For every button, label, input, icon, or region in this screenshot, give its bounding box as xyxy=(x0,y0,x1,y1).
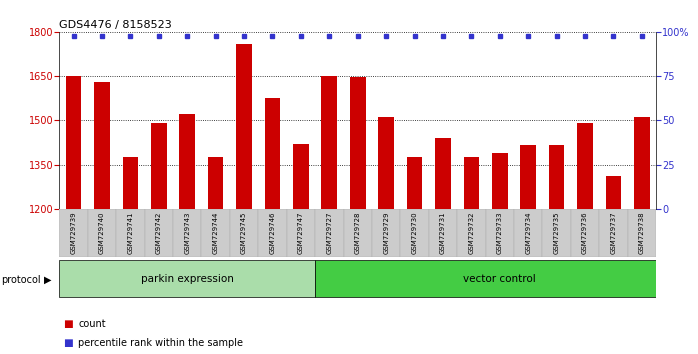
Bar xyxy=(492,153,507,209)
Bar xyxy=(258,209,287,257)
Bar xyxy=(59,209,88,257)
Bar xyxy=(571,209,600,257)
Bar xyxy=(202,209,230,257)
Text: GSM729739: GSM729739 xyxy=(70,211,77,254)
Bar xyxy=(628,209,656,257)
Bar xyxy=(634,118,650,209)
Bar xyxy=(88,209,116,257)
Bar xyxy=(521,145,536,209)
Text: parkin expression: parkin expression xyxy=(141,274,234,284)
Bar xyxy=(315,209,343,257)
Text: GSM729744: GSM729744 xyxy=(213,211,218,253)
Bar xyxy=(549,145,565,209)
Text: GSM729736: GSM729736 xyxy=(582,211,588,254)
Text: vector control: vector control xyxy=(463,274,536,284)
Text: GSM729731: GSM729731 xyxy=(440,211,446,254)
Text: GSM729730: GSM729730 xyxy=(412,211,417,254)
Text: GSM729735: GSM729735 xyxy=(554,211,560,254)
Bar xyxy=(486,209,514,257)
Text: GSM729734: GSM729734 xyxy=(525,211,531,254)
Bar xyxy=(116,209,144,257)
Text: GSM729728: GSM729728 xyxy=(355,211,361,254)
Text: GSM729740: GSM729740 xyxy=(99,211,105,254)
Bar xyxy=(343,209,372,257)
Bar xyxy=(514,209,542,257)
Bar xyxy=(378,118,394,209)
Bar xyxy=(542,209,571,257)
Text: GSM729727: GSM729727 xyxy=(326,211,332,254)
Text: ▶: ▶ xyxy=(44,275,52,285)
Text: GDS4476 / 8158523: GDS4476 / 8158523 xyxy=(59,20,172,30)
Text: GSM729743: GSM729743 xyxy=(184,211,191,254)
Bar xyxy=(435,138,451,209)
Bar xyxy=(144,209,173,257)
Bar xyxy=(94,82,110,209)
Bar xyxy=(577,123,593,209)
Bar xyxy=(293,144,309,209)
Text: GSM729741: GSM729741 xyxy=(127,211,133,254)
Bar xyxy=(407,157,422,209)
Bar xyxy=(606,176,621,209)
Bar xyxy=(429,209,457,257)
Text: protocol: protocol xyxy=(1,275,40,285)
Text: ■: ■ xyxy=(63,338,73,348)
Text: GSM729745: GSM729745 xyxy=(241,211,247,253)
Text: GSM729747: GSM729747 xyxy=(298,211,304,254)
Bar xyxy=(401,209,429,257)
Bar xyxy=(322,76,337,209)
Bar xyxy=(372,209,401,257)
Text: ■: ■ xyxy=(63,319,73,329)
Text: GSM729738: GSM729738 xyxy=(639,211,645,254)
Text: GSM729729: GSM729729 xyxy=(383,211,389,254)
Bar xyxy=(208,157,223,209)
Text: GSM729732: GSM729732 xyxy=(468,211,475,254)
Bar xyxy=(287,209,315,257)
Text: GSM729742: GSM729742 xyxy=(156,211,162,253)
Bar xyxy=(66,76,82,209)
Text: GSM729733: GSM729733 xyxy=(497,211,503,254)
Bar xyxy=(265,98,281,209)
Bar xyxy=(123,157,138,209)
Text: percentile rank within the sample: percentile rank within the sample xyxy=(78,338,243,348)
Bar xyxy=(350,77,366,209)
Text: count: count xyxy=(78,319,106,329)
Bar xyxy=(463,157,480,209)
Bar xyxy=(173,209,202,257)
Bar xyxy=(179,114,195,209)
Bar xyxy=(457,209,486,257)
Text: GSM729746: GSM729746 xyxy=(269,211,276,254)
Bar xyxy=(230,209,258,257)
Text: GSM729737: GSM729737 xyxy=(611,211,616,254)
Bar xyxy=(236,44,252,209)
Bar xyxy=(315,261,670,297)
Bar xyxy=(151,123,167,209)
Bar xyxy=(59,261,315,297)
Bar xyxy=(600,209,628,257)
